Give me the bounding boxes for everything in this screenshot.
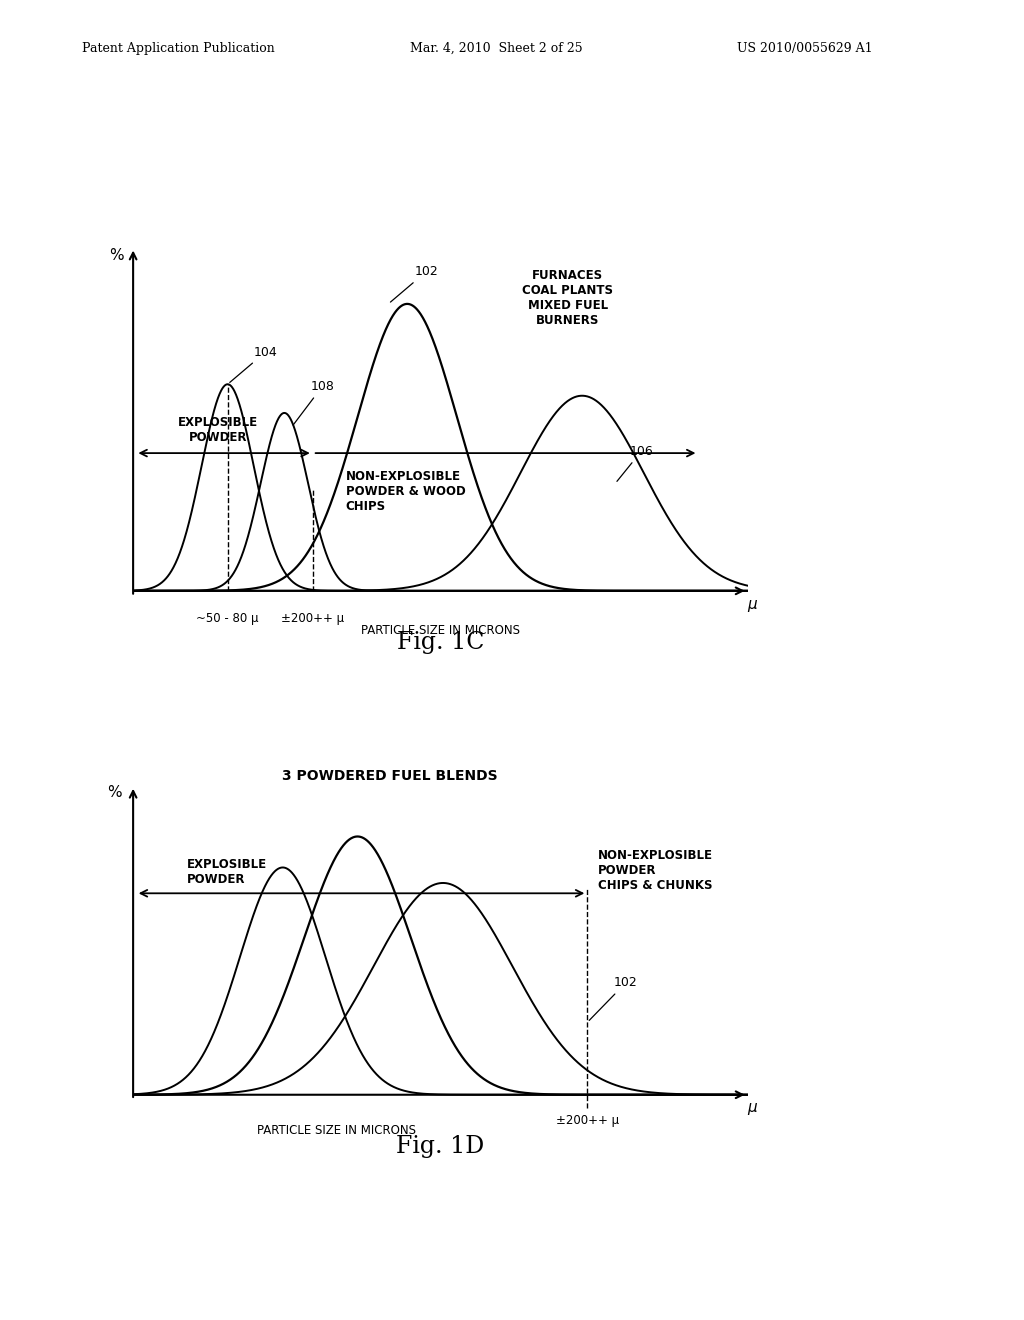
Text: 102: 102 xyxy=(390,265,438,302)
Text: %: % xyxy=(110,248,124,263)
Text: μ: μ xyxy=(748,1100,758,1115)
Text: ~50 - 80 μ: ~50 - 80 μ xyxy=(197,612,259,626)
Text: 108: 108 xyxy=(293,380,334,425)
Text: 106: 106 xyxy=(616,445,653,482)
Text: Mar. 4, 2010  Sheet 2 of 25: Mar. 4, 2010 Sheet 2 of 25 xyxy=(410,42,583,55)
Text: EXPLOSIBLE
POWDER: EXPLOSIBLE POWDER xyxy=(178,417,258,445)
Text: ±200++ μ: ±200++ μ xyxy=(556,1114,618,1127)
Text: US 2010/0055629 A1: US 2010/0055629 A1 xyxy=(737,42,872,55)
Text: PARTICLE SIZE IN MICRONS: PARTICLE SIZE IN MICRONS xyxy=(360,624,520,636)
Text: 102: 102 xyxy=(589,977,638,1020)
Text: %: % xyxy=(108,785,122,800)
Text: 104: 104 xyxy=(229,346,278,383)
Text: Fig. 1D: Fig. 1D xyxy=(396,1135,484,1158)
Text: NON-EXPLOSIBLE
POWDER
CHIPS & CHUNKS: NON-EXPLOSIBLE POWDER CHIPS & CHUNKS xyxy=(598,849,713,892)
Text: Fig. 1C: Fig. 1C xyxy=(396,631,484,653)
Text: EXPLOSIBLE
POWDER: EXPLOSIBLE POWDER xyxy=(186,858,266,886)
Text: 3 POWDERED FUEL BLENDS: 3 POWDERED FUEL BLENDS xyxy=(282,770,498,783)
Text: ±200++ μ: ±200++ μ xyxy=(282,612,344,626)
Text: FURNACES
COAL PLANTS
MIXED FUEL
BURNERS: FURNACES COAL PLANTS MIXED FUEL BURNERS xyxy=(522,269,613,327)
Text: μ: μ xyxy=(748,597,758,611)
Text: Patent Application Publication: Patent Application Publication xyxy=(82,42,274,55)
Text: PARTICLE SIZE IN MICRONS: PARTICLE SIZE IN MICRONS xyxy=(257,1125,416,1138)
Text: NON-EXPLOSIBLE
POWDER & WOOD
CHIPS: NON-EXPLOSIBLE POWDER & WOOD CHIPS xyxy=(346,470,466,513)
